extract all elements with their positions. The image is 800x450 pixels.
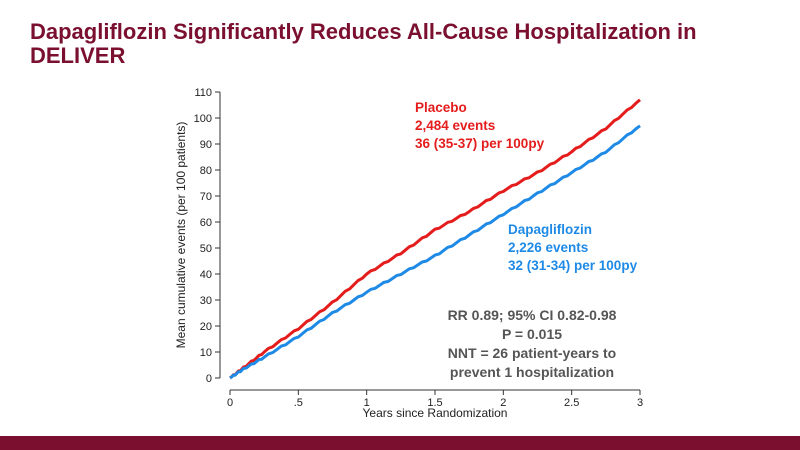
series-label-line: Dapagliflozin: [508, 222, 592, 237]
y-tick-label: 90: [200, 139, 212, 151]
y-tick-label: 110: [194, 87, 212, 99]
series-label-line: Placebo: [415, 100, 467, 115]
series-label-line: 36 (35-37) per 100py: [415, 136, 545, 151]
y-tick-label: 60: [200, 217, 212, 229]
y-tick-label: 20: [200, 321, 212, 333]
stats-line: NNT = 26 patient-years to: [448, 345, 616, 361]
series-label-dapagliflozin: Dapagliflozin 2,226 events 32 (31-34) per …: [508, 222, 638, 273]
y-tick-label: 70: [200, 191, 212, 203]
stats-annotation: RR 0.89; 95% CI 0.82-0.98 P = 0.015 NNT = …: [448, 307, 617, 380]
series-label-line: 2,484 events: [415, 118, 495, 133]
x-tick-label: 2.5: [564, 397, 579, 409]
axes: 0 10 20 30 40 50 60 70 80 90 100 110 0 .5 1 1.5 2 2.5 3 Yea…: [174, 87, 643, 420]
y-tick-label: 30: [200, 295, 212, 307]
series-line-dapagliflozin: [229, 124, 641, 380]
y-tick-label: 50: [200, 243, 212, 255]
y-tick-label: 10: [200, 347, 212, 359]
slide-title: Dapagliflozin Significantly Reduces All-…: [30, 19, 697, 68]
x-tick-label: 3: [637, 397, 643, 409]
y-tick-label: 100: [194, 113, 212, 125]
y-tick-label: 0: [206, 373, 212, 385]
x-tick-label: .5: [294, 397, 303, 409]
series-lines: [229, 98, 641, 380]
x-tick-label: 1: [364, 397, 370, 409]
x-axis-title: Years since Randomization: [363, 406, 508, 420]
series-line-placebo: [229, 98, 641, 380]
x-tick-label: 2: [500, 397, 506, 409]
x-tick-label: 1.5: [427, 397, 442, 409]
series-label-placebo: Placebo 2,484 events 36 (35-37) per 100py: [415, 100, 545, 151]
stats-line: prevent 1 hospitalization: [450, 364, 614, 380]
y-axis-title: Mean cumulative events (per 100 patients…: [174, 122, 188, 349]
stats-line: RR 0.89; 95% CI 0.82-0.98: [448, 307, 617, 323]
stats-line: P = 0.015: [502, 326, 562, 342]
x-tick-label: 0: [227, 397, 233, 409]
y-tick-label: 80: [200, 165, 212, 177]
series-label-line: 32 (31-34) per 100py: [508, 258, 638, 273]
bottom-brand-bar: [0, 436, 800, 450]
series-labels: Placebo 2,484 events 36 (35-37) per 100py D…: [415, 100, 638, 273]
cumulative-events-chart: 0 10 20 30 40 50 60 70 80 90 100 110 0 .5 1 1.5 2 2.5 3 Yea…: [174, 87, 643, 420]
y-tick-label: 40: [200, 269, 212, 281]
series-label-line: 2,226 events: [508, 240, 588, 255]
